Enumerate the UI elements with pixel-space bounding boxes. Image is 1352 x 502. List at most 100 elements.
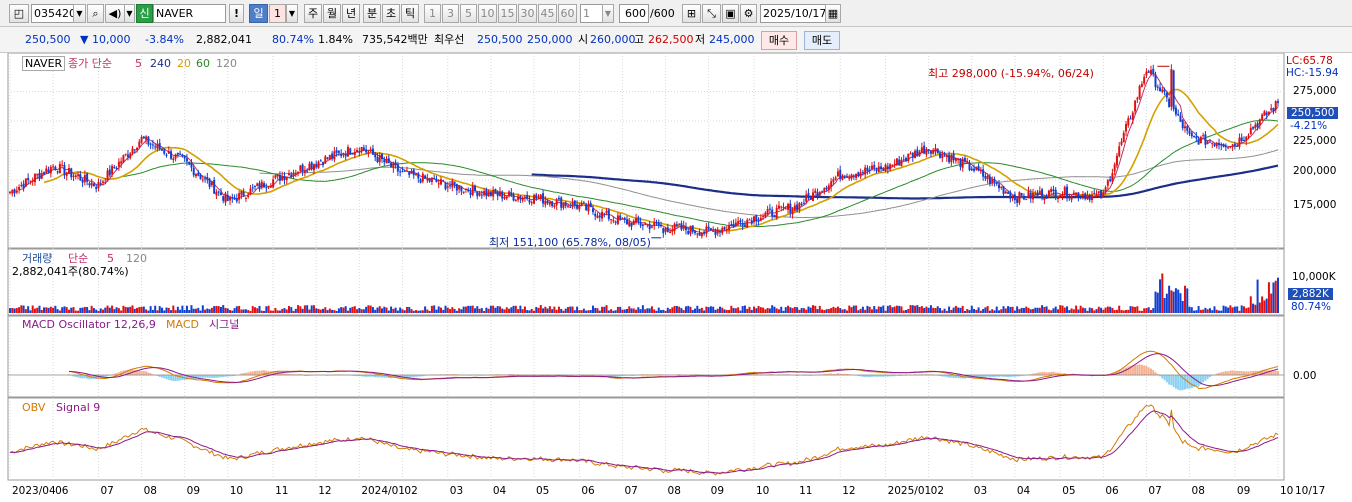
tick-15-button[interactable]: 15 (498, 4, 517, 23)
period-month-button[interactable]: 월 (323, 4, 341, 23)
period-year-button[interactable]: 년 (342, 4, 360, 23)
volume-bar (739, 310, 742, 313)
period-dropdown-icon[interactable]: ▼ (286, 4, 298, 23)
candle (723, 226, 726, 230)
candle (1079, 196, 1082, 198)
volume-bar (904, 310, 907, 313)
candle (1193, 135, 1196, 138)
volume-bar (866, 305, 869, 313)
candle (288, 173, 291, 176)
period-day-button[interactable]: 일 (249, 4, 268, 23)
tick-count-field[interactable]: 1 (580, 4, 603, 23)
candle (455, 184, 458, 191)
candle (730, 224, 733, 226)
macd-histogram-bar (621, 375, 624, 377)
candle (889, 164, 892, 170)
trend-tool-icon[interactable]: ⤡ (702, 4, 721, 23)
volume-bar (299, 306, 302, 313)
candle (256, 183, 259, 186)
candle (939, 153, 942, 158)
chart-settings-icon[interactable]: ⊞ (682, 4, 701, 23)
candle (326, 157, 329, 159)
volume-bar (655, 310, 658, 313)
tick-60-button[interactable]: 60 (558, 4, 577, 23)
volume-bar (768, 308, 771, 313)
candle (857, 172, 860, 176)
speaker-icon[interactable]: ◀) (105, 4, 125, 23)
x-tick-label: 10 (229, 485, 244, 497)
volume-bar (1115, 309, 1118, 313)
volume-bar (1027, 307, 1030, 313)
period-count-field[interactable]: 1 (269, 4, 286, 23)
save-icon[interactable]: ▣ (722, 4, 739, 23)
volume-bar (1113, 310, 1116, 313)
period-minute-button[interactable]: 분 (363, 4, 381, 23)
candle (115, 168, 118, 170)
tick-45-button[interactable]: 45 (538, 4, 557, 23)
candle (1047, 190, 1050, 198)
candle (222, 196, 225, 201)
candle (571, 202, 574, 208)
gear-icon[interactable]: ⚙ (740, 4, 757, 23)
volume-bar (537, 307, 540, 313)
volume-bar (530, 308, 533, 313)
stock-chart[interactable] (0, 53, 1352, 502)
volume-bar (653, 309, 656, 313)
macd-histogram-bar (226, 375, 229, 377)
volume-bar (226, 308, 229, 313)
volume-bar (104, 307, 107, 313)
tick-10-button[interactable]: 10 (478, 4, 497, 23)
candle (11, 189, 14, 194)
tick-1-button[interactable]: 1 (424, 4, 441, 23)
volume-bar (1129, 306, 1132, 313)
volume-bar (1054, 306, 1057, 313)
range-field[interactable]: 600 (619, 4, 649, 23)
search-icon[interactable]: ⌕ (87, 4, 104, 23)
volume-bar (542, 308, 545, 313)
buy-button[interactable]: 매수 (761, 31, 797, 50)
volume-bar (895, 305, 898, 313)
stock-code-input[interactable]: 035420 (31, 4, 74, 23)
period-second-button[interactable]: 초 (382, 4, 400, 23)
macd-histogram-bar (598, 375, 601, 376)
macd-histogram-bar (1177, 375, 1180, 390)
speaker-dropdown-icon[interactable]: ▼ (124, 4, 135, 23)
date-field[interactable]: 2025/10/17 (760, 4, 826, 23)
candle (190, 163, 193, 168)
layout-icon[interactable]: ◰ (9, 4, 29, 23)
x-tick-label: 10/17 (1295, 485, 1326, 497)
candle (619, 215, 622, 220)
macd-histogram-bar (1004, 375, 1007, 377)
tick-30-button[interactable]: 30 (518, 4, 537, 23)
warning-button[interactable]: ! (229, 4, 244, 23)
code-dropdown-icon[interactable]: ▼ (73, 4, 86, 23)
volume-bar (555, 309, 558, 313)
macd-histogram-bar (1138, 364, 1141, 376)
calendar-icon[interactable]: ▦ (825, 4, 841, 23)
candle (712, 230, 715, 232)
macd-histogram-bar (147, 372, 150, 376)
tick-count-dropdown-icon[interactable]: ▼ (602, 4, 614, 23)
macd-histogram-bar (993, 375, 996, 378)
volume-bar (435, 309, 438, 313)
period-tick-button[interactable]: 틱 (401, 4, 419, 23)
tick-5-button[interactable]: 5 (460, 4, 477, 23)
volume-bar (1274, 280, 1277, 313)
volume-bar (1261, 296, 1264, 313)
period-week-button[interactable]: 주 (304, 4, 322, 23)
stock-name-field[interactable]: NAVER (153, 4, 226, 23)
candle (705, 226, 708, 234)
volume-bar (864, 309, 867, 313)
volume-bar (294, 308, 297, 313)
candle (1256, 123, 1259, 128)
price-tick-200000: 200,000 (1293, 165, 1337, 177)
volume-bar (1208, 308, 1211, 313)
candle (657, 222, 660, 227)
volume-bar (405, 306, 408, 313)
volume-bar (213, 306, 216, 313)
tick-3-button[interactable]: 3 (442, 4, 459, 23)
sell-button[interactable]: 매도 (804, 31, 840, 50)
candle (703, 231, 706, 234)
volume-bar (821, 309, 824, 313)
volume-bar (204, 309, 207, 313)
